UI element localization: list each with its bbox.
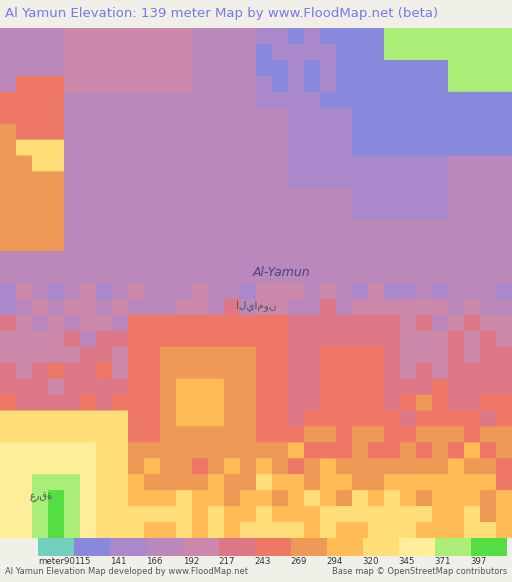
Bar (362, 538, 399, 556)
Text: 141: 141 (111, 558, 127, 566)
Text: Base map © OpenStreetMap contributors: Base map © OpenStreetMap contributors (332, 566, 507, 576)
Bar (291, 538, 327, 556)
Text: 166: 166 (146, 558, 163, 566)
Text: غرقة: غرقة (29, 492, 53, 502)
Bar (435, 538, 471, 556)
Bar (74, 538, 111, 556)
Bar (219, 538, 254, 556)
Text: 269: 269 (291, 558, 307, 566)
Bar (254, 538, 291, 556)
Text: 345: 345 (399, 558, 415, 566)
Bar (183, 538, 219, 556)
Text: 217: 217 (219, 558, 235, 566)
Text: 115: 115 (74, 558, 91, 566)
Text: 397: 397 (471, 558, 487, 566)
Text: اليامون: اليامون (236, 300, 276, 311)
Text: Al Yamun Elevation: 139 meter Map by www.FloodMap.net (beta): Al Yamun Elevation: 139 meter Map by www… (5, 8, 438, 20)
Text: Al Yamun Elevation Map developed by www.FloodMap.net: Al Yamun Elevation Map developed by www.… (5, 566, 248, 576)
Text: 320: 320 (362, 558, 379, 566)
Bar (38, 538, 74, 556)
Bar (399, 538, 435, 556)
Text: 243: 243 (254, 558, 271, 566)
Bar (327, 538, 362, 556)
Text: meter90: meter90 (38, 558, 75, 566)
Bar (146, 538, 183, 556)
Bar (111, 538, 146, 556)
Text: Al-Yamun: Al-Yamun (253, 267, 310, 279)
Bar (471, 538, 507, 556)
Text: 371: 371 (435, 558, 451, 566)
Text: 294: 294 (327, 558, 343, 566)
Text: 192: 192 (183, 558, 199, 566)
